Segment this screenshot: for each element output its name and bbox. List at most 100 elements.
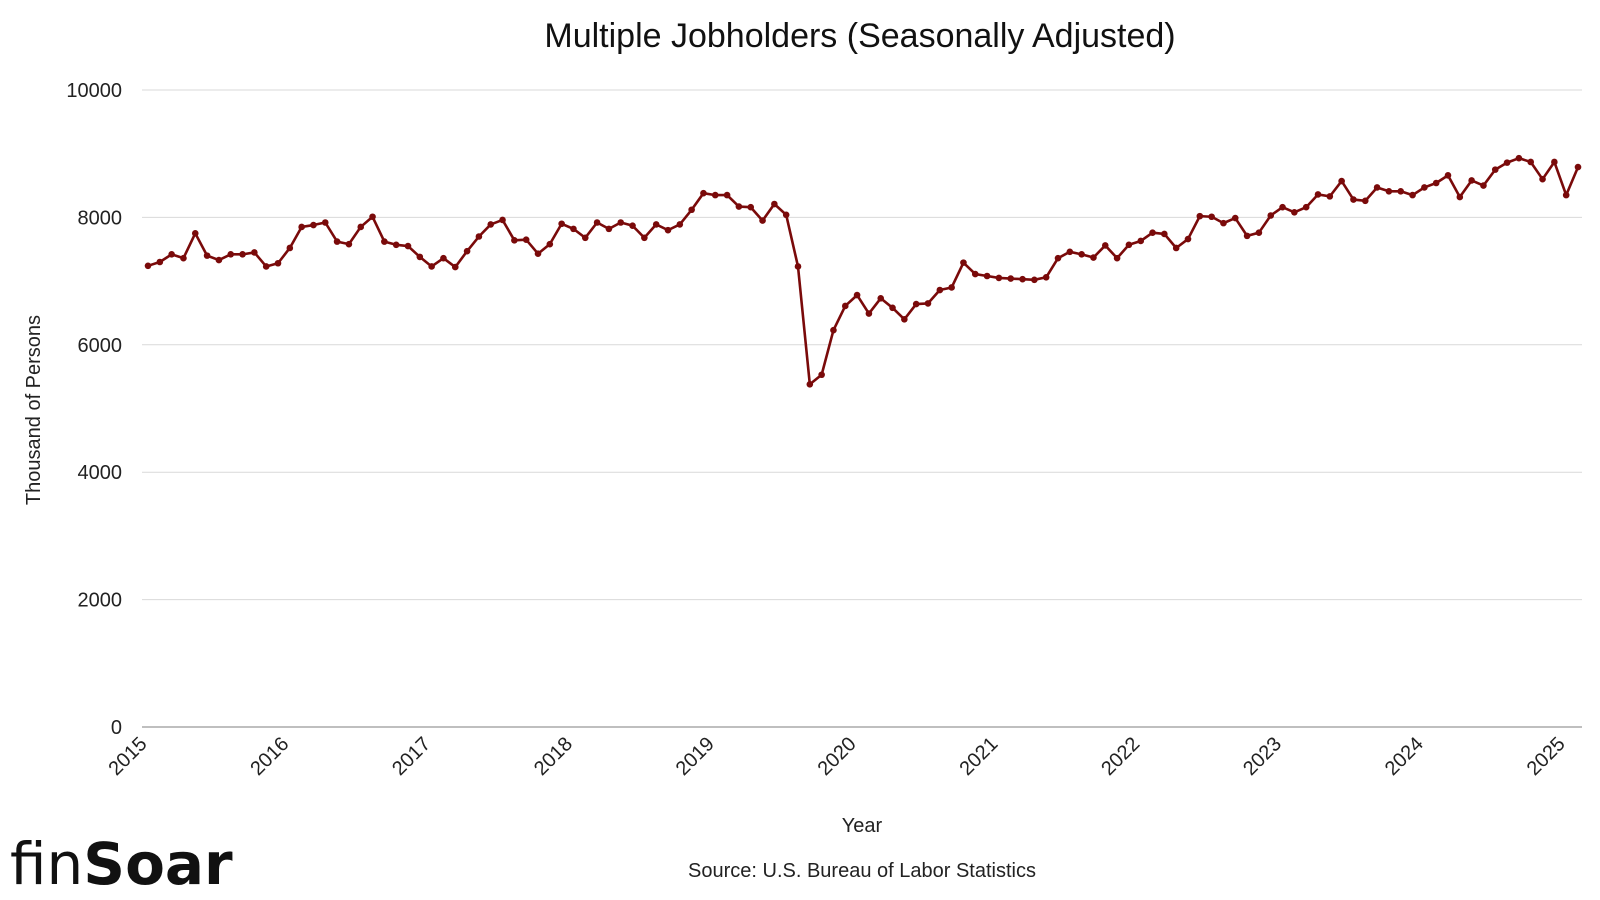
data-point: [546, 240, 554, 248]
data-point: [853, 291, 861, 299]
y-tick-label-6000: 6000: [78, 335, 123, 357]
data-point: [1515, 154, 1523, 162]
data-point: [877, 295, 885, 302]
data-point: [1491, 166, 1499, 173]
data-point: [144, 262, 152, 270]
data-point: [203, 252, 211, 259]
data-point: [191, 230, 199, 237]
data-point: [1220, 219, 1227, 227]
data-point: [841, 302, 849, 310]
x-tick-label-2019: 2019: [672, 733, 719, 780]
data-point: [1574, 163, 1582, 171]
data-point: [711, 191, 719, 199]
x-tick-label-2018: 2018: [530, 733, 577, 780]
data-point: [1019, 275, 1026, 283]
data-point: [1007, 275, 1015, 282]
y-tick-label-8000: 8000: [78, 207, 123, 229]
source-note: Source: U.S. Bureau of Labor Statistics: [688, 860, 1036, 882]
data-point: [676, 221, 684, 228]
data-point: [1031, 276, 1038, 284]
data-point: [723, 191, 731, 199]
data-point: [1539, 175, 1546, 183]
grid-lines: [142, 89, 1582, 601]
data-point: [771, 200, 778, 208]
data-point: [310, 221, 317, 229]
data-point: [1551, 158, 1558, 166]
data-point: [1480, 182, 1487, 189]
data-point: [1267, 212, 1275, 219]
data-point: [404, 242, 412, 250]
logo-text-light: fin: [10, 830, 83, 898]
x-tick-label-2016: 2016: [246, 733, 293, 780]
data-point: [1243, 232, 1251, 240]
data-point: [440, 254, 447, 262]
data-point: [475, 233, 483, 240]
data-point: [1562, 191, 1570, 199]
data-point: [818, 371, 825, 379]
data-point: [1326, 193, 1334, 200]
y-tick-label-2000: 2000: [78, 590, 123, 612]
data-point: [1066, 248, 1074, 256]
data-point: [960, 259, 967, 266]
data-point: [522, 236, 530, 243]
data-point: [1444, 172, 1452, 179]
data-point: [759, 217, 766, 224]
data-point: [369, 213, 376, 221]
data-point: [1161, 230, 1168, 238]
data-point: [1527, 158, 1535, 166]
data-point: [1255, 229, 1263, 236]
data-point: [428, 263, 435, 270]
data-point: [286, 244, 294, 252]
data-point: [570, 225, 577, 233]
data-point: [593, 219, 601, 226]
data-point: [1397, 187, 1405, 195]
data-point: [1279, 203, 1286, 211]
data-point: [948, 284, 955, 291]
data-point: [168, 251, 175, 258]
data-point: [298, 223, 305, 231]
data-point: [735, 203, 743, 210]
data-point: [1113, 254, 1121, 262]
x-tick-label-2021: 2021: [955, 733, 1002, 780]
data-point: [215, 256, 223, 264]
data-point: [889, 304, 896, 312]
data-point: [333, 238, 341, 245]
data-point: [1078, 251, 1085, 258]
data-point: [251, 249, 258, 256]
data-point: [865, 310, 873, 317]
x-axis-label: Year: [842, 815, 883, 837]
data-point: [1090, 254, 1097, 261]
svg-text:finSoar: finSoar: [10, 830, 233, 898]
data-point: [747, 203, 755, 211]
data-point: [1208, 213, 1215, 221]
data-point: [1137, 237, 1145, 245]
data-point: [487, 221, 495, 228]
data-point: [830, 326, 837, 334]
data-point: [1361, 197, 1369, 205]
data-point: [936, 286, 944, 294]
data-point: [700, 189, 707, 197]
data-point: [1385, 187, 1393, 195]
data-point: [995, 274, 1003, 282]
data-point: [392, 241, 400, 249]
data-point: [156, 258, 164, 266]
data-point: [416, 253, 424, 261]
data-point: [629, 222, 636, 229]
data-point: [499, 216, 506, 224]
finsoar-logo: finSoar: [10, 830, 233, 898]
data-point: [1350, 196, 1357, 203]
data-point: [511, 237, 518, 244]
data-point: [1314, 191, 1322, 198]
data-point: [1172, 244, 1180, 252]
data-point: [227, 251, 235, 258]
data-point: [1101, 242, 1109, 249]
x-tick-label-2024: 2024: [1381, 733, 1428, 780]
x-tick-label-2015: 2015: [105, 733, 152, 780]
x-axis-ticks: 2015 2016 2017 2018 2019 2020 2021 2022 2023 2024…: [105, 733, 1570, 780]
data-point: [664, 226, 672, 234]
chart-title: Multiple Jobholders (Seasonally Adjusted…: [544, 17, 1175, 55]
series-multiple-jobholders: [144, 154, 1582, 388]
data-point: [794, 263, 802, 270]
data-point: [581, 234, 589, 242]
data-point: [912, 300, 920, 308]
